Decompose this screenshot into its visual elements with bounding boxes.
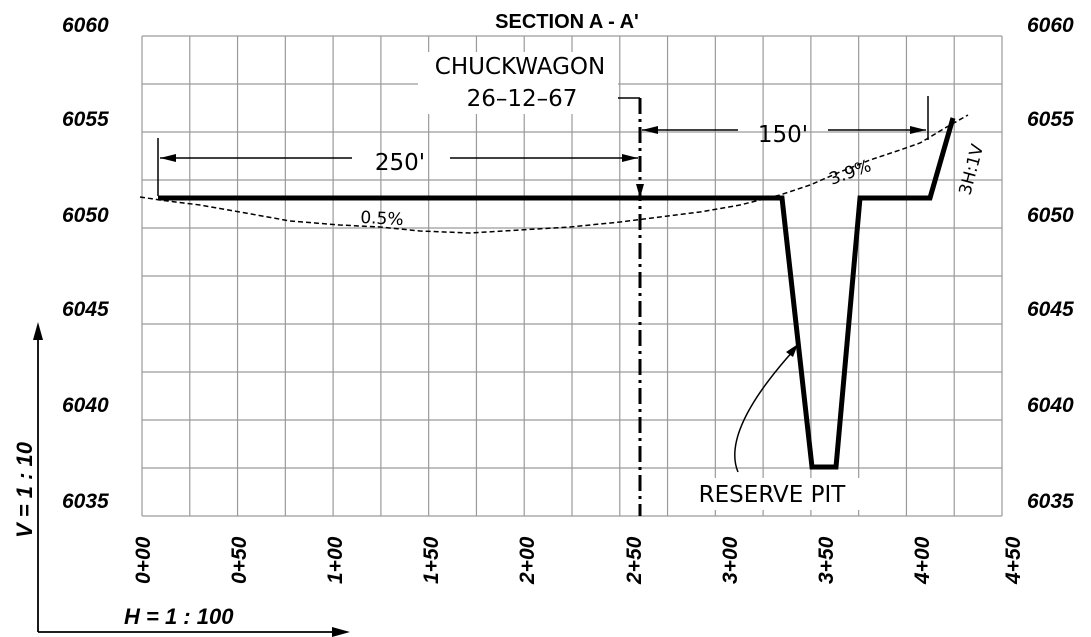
dim-150-label: 150' [758,122,808,148]
well-number: 26–12–67 [467,86,578,112]
station-label: 4+00 [911,536,934,585]
station-label: 0+00 [132,536,155,584]
vertical-scale-label: V = 1 : 10 [12,441,37,538]
elevation-label: 6060 [1027,14,1074,37]
elevation-label: 6055 [62,108,109,131]
station-labels: 0+00 0+50 1+00 1+50 2+00 2+50 3+00 3+50 … [132,536,1025,585]
elevation-label: 6035 [62,490,109,513]
dim-150-arrow-right [910,126,926,134]
pit-label-mask [676,478,868,510]
reserve-pit-label: RESERVE PIT [699,482,847,508]
station-label: 2+00 [516,536,539,585]
well-arrowhead [636,184,644,198]
horizontal-scale-label: H = 1 : 100 [124,604,234,629]
elevation-labels-right: 6060 6055 6050 6045 6040 6035 [1027,14,1074,513]
section-title: SECTION A - A' [495,11,639,33]
cut-slope-label: 3H:1V [956,142,989,198]
elevation-label: 6060 [62,14,109,37]
dim-250-arrow-left [160,154,176,162]
elevation-label: 6045 [62,298,109,321]
reserve-pit-arrowhead [786,344,798,357]
dim-250-label: 250' [375,150,425,176]
v-scale-arrowhead [33,322,43,340]
elevation-label: 6050 [1027,204,1074,227]
h-scale-arrowhead [332,627,350,637]
pad-and-pit-profile [158,117,956,470]
elevation-label: 6050 [62,204,109,227]
station-label: 1+50 [420,536,443,584]
well-name: CHUCKWAGON [435,54,605,80]
elevation-label: 6055 [1027,108,1074,131]
station-label: 1+00 [324,536,347,584]
slope-right-label: 3.9% [827,156,874,190]
elevation-label: 6035 [1027,490,1074,513]
elevation-label: 6040 [62,394,109,417]
grid [141,35,1003,517]
dim-150-arrow-left [642,126,658,134]
station-label: 2+50 [623,536,646,585]
station-label: 3+00 [719,536,742,584]
elevation-label: 6040 [1027,394,1074,417]
station-label: 3+50 [815,536,838,584]
reserve-pit-leader [734,349,795,473]
dim-250-arrow-right [622,154,638,162]
station-label: 4+50 [1002,536,1025,585]
well-label-mask [418,52,618,114]
slope-left-label: 0.5% [360,208,404,230]
existing-ground-line [139,114,969,234]
station-label: 0+50 [228,536,251,584]
elevation-label: 6045 [1027,298,1074,321]
elevation-labels-left: 6060 6055 6050 6045 6040 6035 [62,14,109,513]
